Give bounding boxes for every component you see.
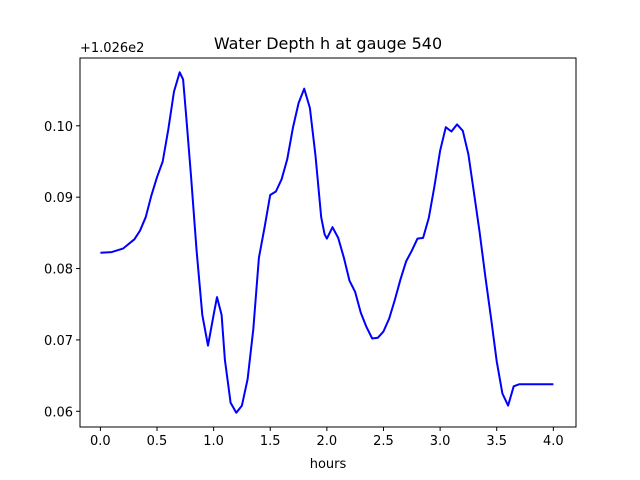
x-tick-label: 0.5 — [147, 434, 168, 449]
y-offset-label: +1.026e2 — [80, 41, 144, 56]
x-tick-label: 4.0 — [543, 434, 564, 449]
chart-title: Water Depth h at gauge 540 — [214, 34, 442, 53]
x-tick-label: 1.0 — [203, 434, 224, 449]
x-tick-label: 3.0 — [430, 434, 451, 449]
y-tick-label: 0.08 — [44, 263, 73, 278]
y-tick-label: 0.06 — [44, 405, 73, 420]
y-tick-label: 0.09 — [44, 191, 73, 206]
y-tick-label: 0.07 — [44, 334, 73, 349]
x-tick-label: 3.5 — [486, 434, 507, 449]
x-tick-label: 1.5 — [260, 434, 281, 449]
y-tick-label: 0.10 — [44, 120, 73, 135]
series-line-0 — [100, 71, 554, 414]
plot-frame — [79, 57, 577, 428]
x-tick-label: 2.0 — [317, 434, 338, 449]
x-tick-label: 0.0 — [90, 434, 111, 449]
x-tick-label: 2.5 — [373, 434, 394, 449]
x-axis-label: hours — [310, 457, 347, 472]
plot-area: 0.0 0.5 1.0 1.5 2.0 2.5 3.0 3.5 4.0 0.06 0.07 0.08 0… — [44, 57, 577, 449]
